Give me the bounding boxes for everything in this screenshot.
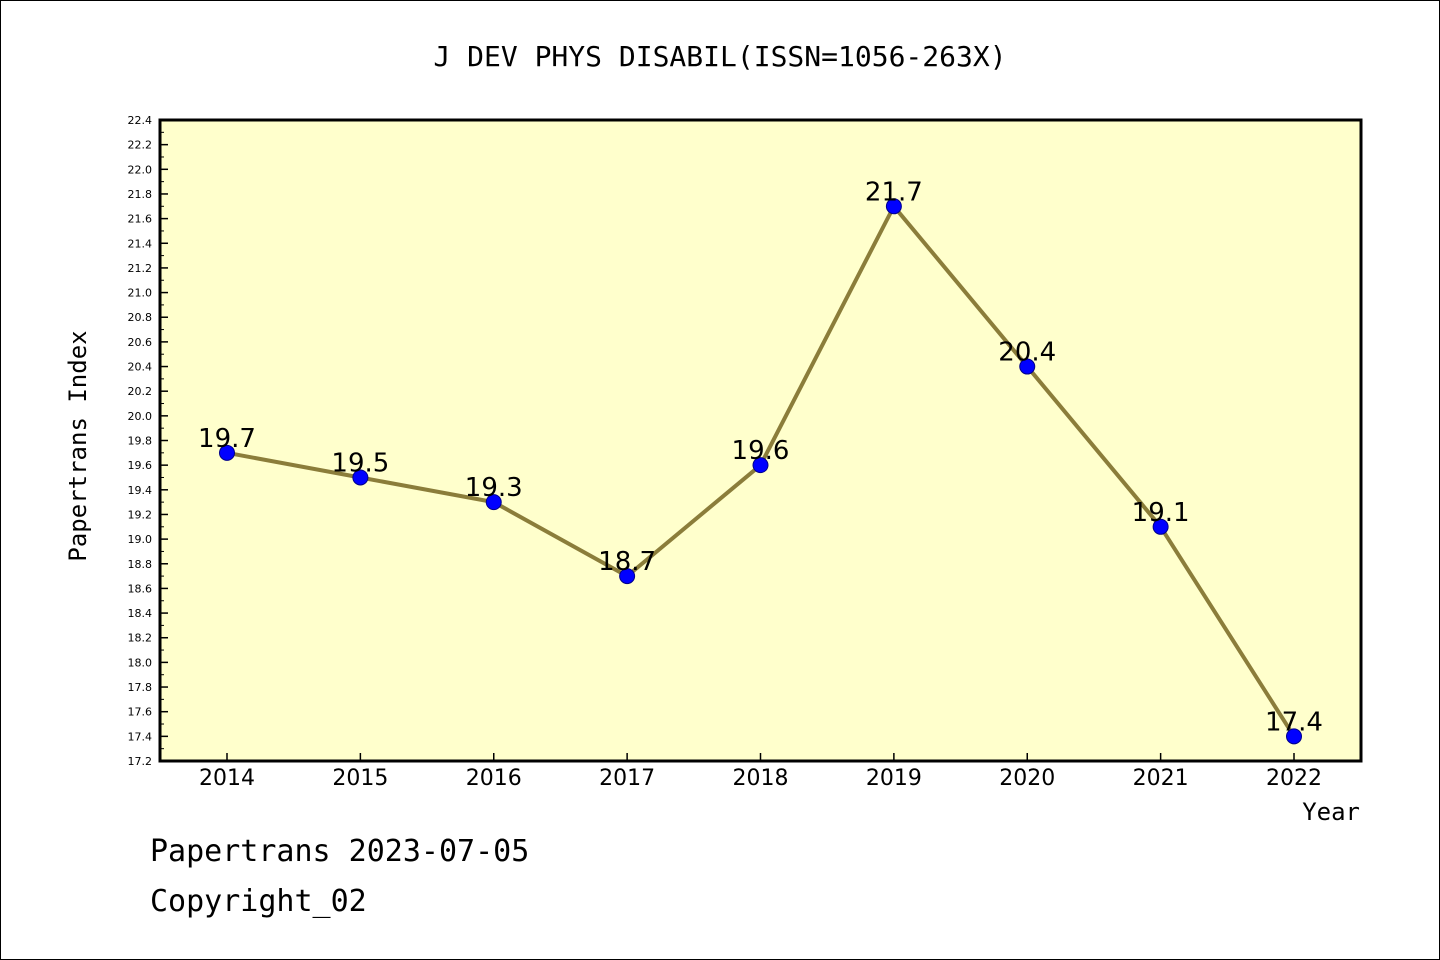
x-tick-label: 2020 — [999, 766, 1055, 791]
y-tick-label: 21.8 — [128, 188, 153, 201]
y-tick-label: 18.8 — [128, 558, 153, 571]
y-tick-label: 20.6 — [128, 336, 153, 349]
data-label: 19.6 — [732, 436, 790, 466]
y-tick-label: 19.0 — [128, 533, 153, 546]
footer-copyright: Copyright_02 — [150, 884, 367, 919]
data-point — [1152, 518, 1169, 535]
y-tick-label: 21.0 — [128, 287, 153, 300]
x-tick-label: 2018 — [733, 766, 789, 791]
data-label: 17.4 — [1265, 707, 1323, 737]
x-tick-label: 2021 — [1133, 766, 1189, 791]
data-label: 18.7 — [598, 547, 656, 577]
y-tick-label: 20.4 — [128, 361, 153, 374]
y-tick-label: 17.6 — [128, 706, 153, 719]
y-tick-label: 21.2 — [128, 262, 153, 275]
x-tick-label: 2022 — [1266, 766, 1322, 791]
y-tick-label: 22.4 — [128, 114, 153, 127]
data-point — [1019, 358, 1036, 375]
y-tick-label: 17.8 — [128, 681, 153, 694]
footer-date: Papertrans 2023-07-05 — [150, 834, 530, 869]
data-point — [485, 494, 502, 511]
y-tick-label: 19.6 — [128, 459, 153, 472]
plot-area — [158, 118, 1363, 763]
y-tick-label: 18.4 — [128, 607, 153, 620]
series-line — [219, 198, 1302, 745]
y-tick-label: 22.0 — [128, 163, 153, 176]
chart-title: J DEV PHYS DISABIL(ISSN=1056-263X) — [433, 40, 1006, 73]
x-axis: 2014 2015 2016 2017 2018 2019 2020 2021 2022 — [199, 753, 1322, 791]
data-point — [352, 469, 369, 486]
x-tick-label: 2019 — [866, 766, 922, 791]
y-tick-label: 19.8 — [128, 435, 153, 448]
y-tick-label: 18.6 — [128, 582, 153, 595]
x-tick-label: 2017 — [599, 766, 655, 791]
y-tick-label: 22.2 — [128, 139, 153, 152]
data-labels: 19.7 19.5 19.3 18.7 19.6 21.7 20.4 19.1 17.4 — [198, 177, 1323, 737]
data-point — [1286, 728, 1302, 745]
y-tick-label: 20.2 — [128, 385, 153, 398]
y-tick-label: 19.2 — [128, 508, 153, 521]
y-tick-label: 18.0 — [128, 656, 153, 669]
y-tick-label: 19.4 — [128, 484, 153, 497]
x-axis-label: Year — [1302, 798, 1360, 826]
data-label: 19.1 — [1132, 498, 1190, 528]
data-point — [219, 444, 235, 461]
x-tick-label: 2016 — [466, 766, 522, 791]
data-label: 20.4 — [998, 338, 1056, 368]
y-tick-label: 20.8 — [128, 311, 153, 324]
data-label: 19.3 — [465, 473, 523, 503]
data-point — [619, 568, 636, 585]
y-tick-label: 17.4 — [128, 730, 153, 743]
y-tick-label: 21.4 — [128, 237, 153, 250]
data-label: 19.5 — [331, 448, 389, 478]
x-tick-label: 2015 — [332, 766, 388, 791]
y-tick-label: 20.0 — [128, 410, 153, 423]
y-tick-label: 17.2 — [128, 755, 153, 768]
y-axis: 17.2 17.4 17.6 17.8 18.0 18.2 18.4 18.6 18.8 19.0… — [128, 114, 168, 768]
data-point — [752, 457, 769, 474]
data-label: 19.7 — [198, 424, 256, 454]
data-point — [885, 198, 902, 215]
y-axis-label: Papertrans Index — [64, 330, 92, 561]
y-tick-label: 18.2 — [128, 632, 153, 645]
y-tick-label: 21.6 — [128, 213, 153, 226]
x-tick-label: 2014 — [199, 766, 255, 791]
data-label: 21.7 — [865, 177, 923, 207]
